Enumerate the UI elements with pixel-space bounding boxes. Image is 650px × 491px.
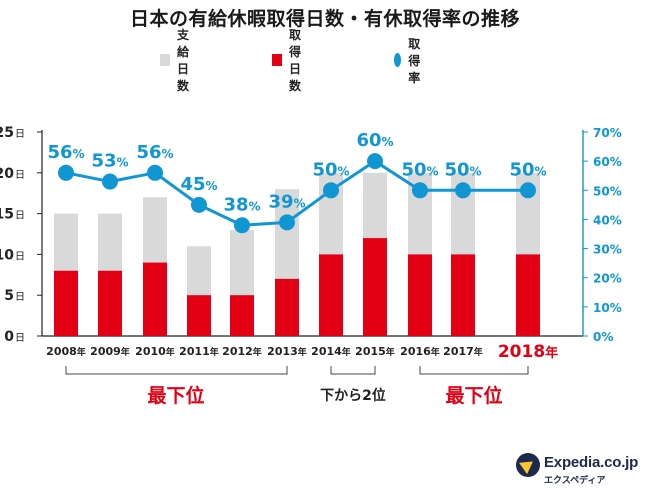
left-tick-unit: 日 [15,211,25,222]
right-tick-label: 20% [593,272,622,286]
rate-data-label: 38% [223,194,260,215]
rate-data-label: 50% [312,159,349,180]
rate-data-label: 50% [444,159,481,180]
taken-bar [187,295,211,336]
rate-data-label: 56% [47,142,84,163]
legend-rate-label: 取得率 [408,36,421,85]
x-category-label: 2016年 [400,345,440,358]
bracket-right [419,366,529,375]
taken-bar [230,295,254,336]
left-tick-label: 10 [0,247,14,263]
rate-point [234,217,250,234]
left-tick-unit: 日 [15,251,25,262]
right-tick-label: 40% [593,213,622,227]
rate-data-label: 50% [509,159,546,180]
x-category-label: 2013年 [267,345,307,358]
rate-point [279,214,295,231]
taken-bar [54,270,78,336]
x-category-label: 2011年 [179,345,219,358]
left-tick-label: 20 [0,166,14,182]
rate-point [520,182,536,199]
right-tick-label: 0% [593,330,613,344]
left-tick-unit: 日 [15,129,25,140]
left-tick-unit: 日 [15,292,25,303]
rate-point [412,182,428,199]
left-tick-unit: 日 [15,170,25,181]
right-tick-label: 70% [593,126,622,140]
rate-point [191,196,207,213]
rate-data-label: 60% [356,130,393,151]
legend-granted-swatch [160,54,171,66]
left-tick-label: 0 [4,329,14,345]
legend-granted-label: 支給日数 [177,28,190,93]
legend-granted: 支給日数 [160,28,200,93]
taken-bar [363,238,387,336]
x-category-label: 2012年 [222,345,262,358]
bracket-middle-label: 下から2位 [320,387,386,404]
rate-data-label: 45% [180,174,217,195]
legend-rate-dot [394,53,402,67]
expedia-logo[interactable]: Expedia.co.jp エクスペディア [516,451,646,491]
legend-taken: 取得日数 [272,28,312,93]
x-category-label: 2009年 [90,345,130,358]
legend-taken-label: 取得日数 [289,28,302,93]
rate-data-label: 50% [401,159,438,180]
rate-point [102,173,118,190]
bracket-left [65,366,288,375]
x-category-label: 2008年 [46,345,86,358]
taken-bar [408,254,432,336]
x-category-label: 2015年 [355,345,395,358]
right-tick-label: 60% [593,155,622,169]
rate-data-label: 56% [136,142,173,163]
legend-taken-swatch [272,54,283,66]
right-tick-label: 10% [593,301,622,315]
logo-brand: Expedia.co.jp [544,454,639,471]
rate-point [147,164,163,181]
right-tick-label: 50% [593,184,622,198]
left-tick-unit: 日 [15,333,25,344]
bracket-left-label: 最下位 [147,384,204,407]
taken-bar [143,262,167,336]
taken-bar [98,270,122,336]
left-tick-label: 5 [4,288,14,304]
rate-data-label: 39% [268,191,305,212]
bracket-right-label: 最下位 [445,384,502,407]
right-tick-label: 30% [593,243,622,257]
legend-rate: 取得率 [394,37,427,85]
left-tick-label: 15 [0,207,14,223]
plane-icon [516,453,540,477]
bracket-middle [330,366,376,375]
chart-title: 日本の有給休暇取得日数・有休取得率の推移 [129,8,520,30]
taken-bar [516,254,540,336]
rate-point [367,153,383,170]
x-category-label: 2018年 [498,342,558,362]
x-category-label: 2010年 [135,345,175,358]
logo-brand-kana: エクスペディア [544,476,606,486]
left-tick-label: 25 [0,125,14,141]
rate-point [58,164,74,181]
taken-bar [451,254,475,336]
taken-bar [275,278,299,336]
taken-bar [319,254,343,336]
x-category-label: 2014年 [311,345,351,358]
rate-point [323,182,339,199]
x-category-label: 2017年 [443,345,483,358]
rate-data-label: 53% [91,151,128,172]
rate-point [455,182,471,199]
